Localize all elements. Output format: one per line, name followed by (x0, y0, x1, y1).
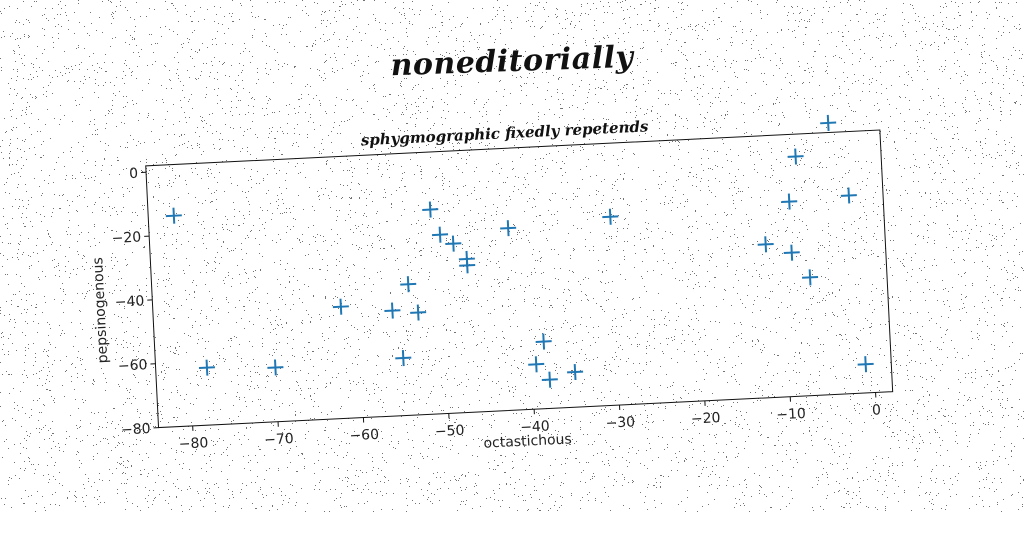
data-point (267, 359, 284, 376)
x-tick-label: −20 (691, 410, 721, 427)
x-tick-label: 0 (872, 402, 882, 418)
data-point (384, 302, 401, 319)
data-point (500, 220, 517, 237)
data-point (541, 371, 558, 388)
y-tick-label: −60 (118, 357, 148, 374)
x-tick-label: −60 (349, 427, 379, 444)
data-point-v (610, 209, 611, 225)
data-point-v (207, 360, 208, 376)
data-point-v (765, 236, 766, 252)
data-point-v (440, 227, 441, 243)
data-point (400, 276, 417, 293)
y-axis: 0 −20 −40 −60 −80 (108, 165, 159, 438)
data-point-v (536, 356, 537, 372)
data-point-v (467, 257, 468, 273)
y-tick-label: 0 (129, 166, 139, 182)
x-tick-label: −80 (178, 435, 208, 452)
data-point (422, 201, 439, 218)
data-point (165, 207, 182, 224)
data-point-v (575, 364, 576, 380)
data-point-v (340, 299, 341, 315)
data-point (783, 244, 800, 261)
data-point (528, 356, 545, 373)
x-axis-label: octastichous (483, 431, 572, 451)
data-point-v (795, 149, 796, 165)
x-tick-label: −50 (435, 423, 465, 440)
data-point (410, 304, 427, 321)
data-point-v (453, 236, 454, 252)
data-point-v (418, 305, 419, 321)
data-point-v (828, 115, 829, 131)
data-point (820, 115, 837, 132)
data-point-v (173, 208, 174, 224)
data-point-v (408, 276, 409, 292)
chart-title: sphygmographic fixedly repetends (360, 117, 649, 149)
data-points (163, 113, 875, 406)
y-tick-label: −40 (114, 293, 144, 310)
data-point-v (791, 245, 792, 261)
data-point-v (403, 350, 404, 366)
data-point-v (508, 220, 509, 236)
data-point (857, 356, 874, 373)
data-point (802, 269, 819, 286)
x-tick-label: −10 (776, 406, 806, 423)
data-point-v (789, 194, 790, 210)
data-point (432, 226, 449, 243)
y-tick-label: −80 (121, 421, 151, 438)
x-tick-label: −30 (605, 414, 635, 431)
data-point (535, 333, 552, 350)
data-point (567, 364, 584, 381)
data-point-v (848, 187, 849, 203)
data-point (757, 236, 774, 253)
data-point-v (549, 372, 550, 388)
data-point-v (865, 356, 866, 372)
data-point (781, 193, 798, 210)
data-point (199, 359, 216, 376)
x-tick-label: −70 (264, 431, 294, 448)
data-point (840, 187, 857, 204)
data-point-v (275, 359, 276, 375)
y-axis-label: pepsinogenous (90, 257, 111, 364)
data-point-v (392, 303, 393, 319)
data-point (332, 298, 349, 315)
data-point (602, 208, 619, 225)
data-point-v (430, 202, 431, 218)
data-point (787, 148, 804, 165)
data-point-v (810, 269, 811, 285)
plot-frame (146, 130, 893, 428)
y-tick-label: −20 (111, 230, 141, 247)
data-point (445, 235, 462, 252)
data-point (395, 350, 412, 367)
data-point-v (543, 334, 544, 350)
